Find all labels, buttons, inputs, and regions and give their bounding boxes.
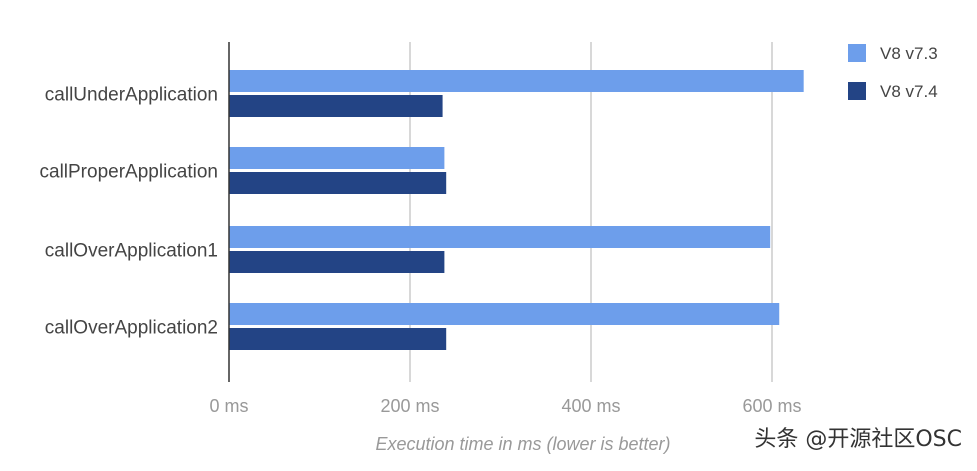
bar-v74-callProperApplication [229, 172, 447, 194]
bar-v73-callOverApplication1 [229, 226, 771, 248]
category-label: callUnderApplication [45, 85, 218, 106]
category-labels: callUnderApplication callProperApplicatio… [40, 85, 219, 339]
bar-v74-callOverApplication2 [229, 328, 447, 350]
watermark-text: 头条 @开源社区OSC [754, 427, 962, 452]
legend-swatch-0 [848, 44, 866, 62]
legend-swatch-1 [848, 82, 866, 100]
legend: V8 v7.3 V8 v7.4 [848, 44, 938, 101]
x-tick-label: 400 ms [561, 396, 620, 416]
bars [229, 70, 804, 350]
gridlines [409, 42, 773, 382]
category-label: callOverApplication2 [45, 318, 218, 339]
x-axis-title: Execution time in ms (lower is better) [375, 434, 670, 454]
x-tick-label: 200 ms [380, 396, 439, 416]
x-tick-label: 0 ms [209, 396, 248, 416]
bar-v73-callOverApplication2 [229, 303, 780, 325]
bar-v74-callOverApplication1 [229, 251, 445, 273]
category-label: callOverApplication1 [45, 241, 218, 262]
x-tick-label: 600 ms [742, 396, 801, 416]
legend-label-1: V8 v7.4 [880, 82, 938, 101]
category-label: callProperApplication [40, 162, 219, 183]
bar-v73-callProperApplication [229, 147, 445, 169]
legend-label-0: V8 v7.3 [880, 44, 938, 63]
x-tick-labels: 0 ms 200 ms 400 ms 600 ms [209, 396, 801, 416]
bar-v73-callUnderApplication [229, 70, 804, 92]
bar-v74-callUnderApplication [229, 95, 443, 117]
